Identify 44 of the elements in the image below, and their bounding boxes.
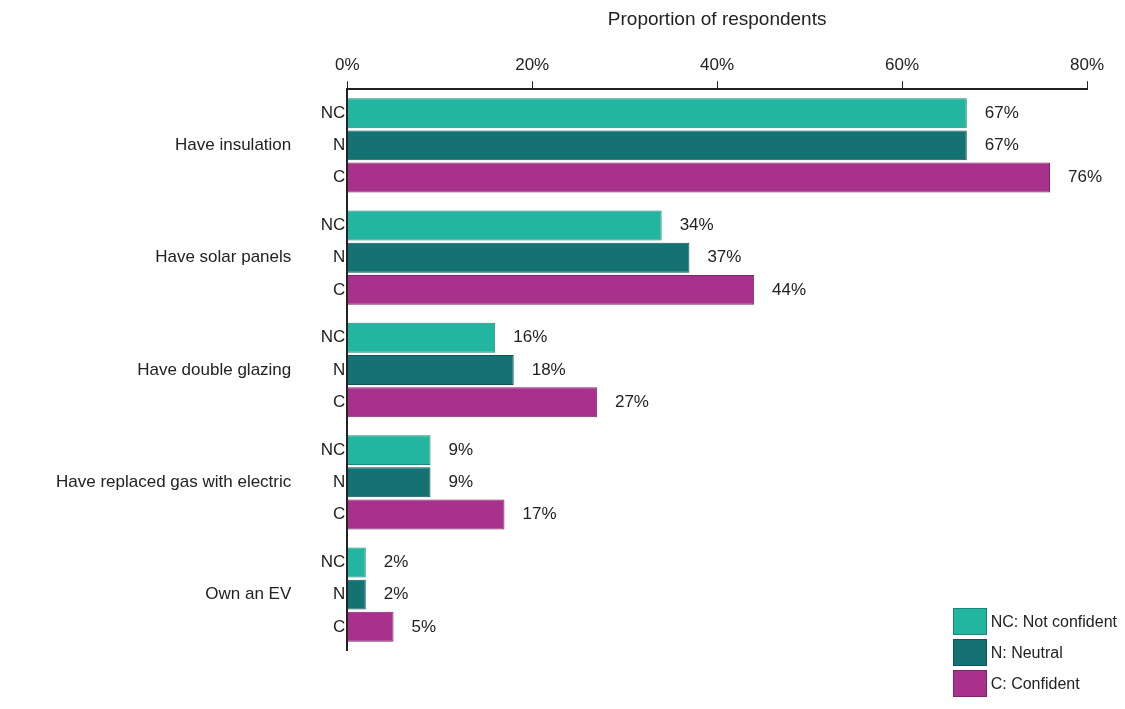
data-label: 34% <box>679 215 714 235</box>
text: C <box>333 391 346 411</box>
data-label: 2% <box>383 552 409 572</box>
data-label: 67% <box>984 135 1019 155</box>
x-tick-label: 80% <box>1069 54 1105 74</box>
data-label: 37% <box>707 247 742 267</box>
text: N <box>333 135 346 155</box>
text: N <box>333 472 346 492</box>
data-label: 27% <box>614 391 649 411</box>
data-label: 9% <box>448 472 474 492</box>
text: NC <box>320 327 346 347</box>
data-label: 44% <box>772 279 807 299</box>
text: NC <box>320 439 346 459</box>
data-label: 18% <box>531 359 566 379</box>
text: C <box>333 504 346 524</box>
y-tick-label: Have double glazing <box>137 359 292 379</box>
x-axis-title: Proportion of respondents <box>607 7 827 29</box>
y-tick-label: Own an EV <box>205 584 292 604</box>
text: N <box>333 584 346 604</box>
data-label: 5% <box>411 616 437 636</box>
data-label: 17% <box>522 504 557 524</box>
text: NC <box>320 102 346 122</box>
text: NC <box>320 552 346 572</box>
x-tick-label: 0% <box>334 54 360 74</box>
text: NC <box>320 215 346 235</box>
data-label: 9% <box>448 439 474 459</box>
legend-label: C: Confident <box>990 674 1080 693</box>
text: C <box>333 616 346 636</box>
text: C <box>333 167 346 187</box>
text: C <box>333 279 346 299</box>
legend-label: NC: Not confident <box>990 612 1117 631</box>
data-label: 76% <box>1068 167 1103 187</box>
data-label: 2% <box>383 584 409 604</box>
y-tick-label: Have insulation <box>175 135 292 155</box>
y-tick-label: Have solar panels <box>155 247 292 267</box>
text: N <box>333 359 346 379</box>
text: N <box>333 247 346 267</box>
y-tick-label: Have replaced gas with electric <box>56 472 292 492</box>
x-tick-label: 60% <box>885 54 920 74</box>
legend-label: N: Neutral <box>990 643 1063 662</box>
data-label: 16% <box>513 327 548 347</box>
x-tick-label: 40% <box>700 54 735 74</box>
data-label: 67% <box>984 102 1019 122</box>
x-tick-label: 20% <box>515 54 550 74</box>
